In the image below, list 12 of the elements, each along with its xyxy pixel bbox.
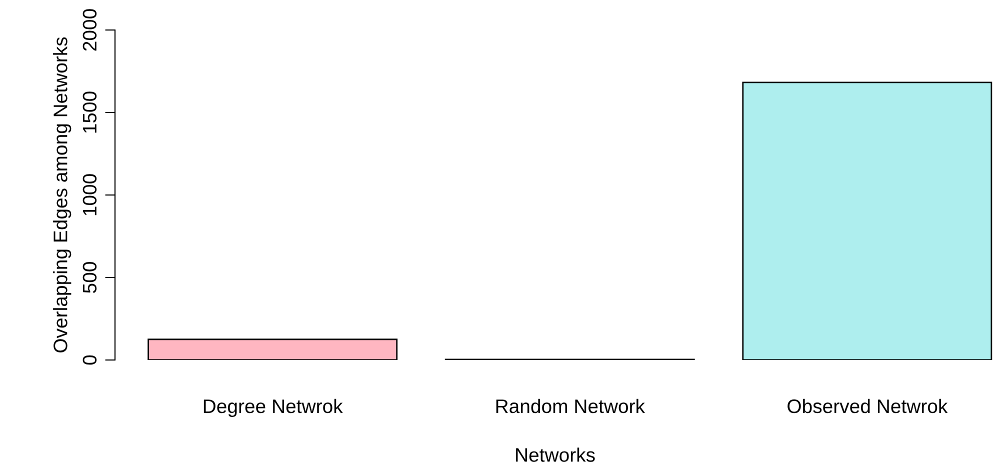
y-tick-label: 1000 bbox=[82, 174, 97, 216]
y-tick-label: 500 bbox=[82, 262, 97, 293]
y-axis-title: Overlapping Edges among Networks bbox=[53, 37, 72, 352]
y-tick-label: 1500 bbox=[82, 92, 97, 133]
bar bbox=[148, 338, 398, 360]
x-tick-label: Degree Netwrok bbox=[204, 398, 343, 418]
y-tick-label: 0 bbox=[82, 355, 97, 365]
bar bbox=[742, 82, 992, 360]
x-axis-title: Networks bbox=[516, 448, 595, 462]
x-tick-label: Observed Netwrok bbox=[788, 398, 948, 414]
x-tick-label: Random Network bbox=[496, 398, 645, 414]
y-tick-label: 2000 bbox=[82, 9, 97, 51]
